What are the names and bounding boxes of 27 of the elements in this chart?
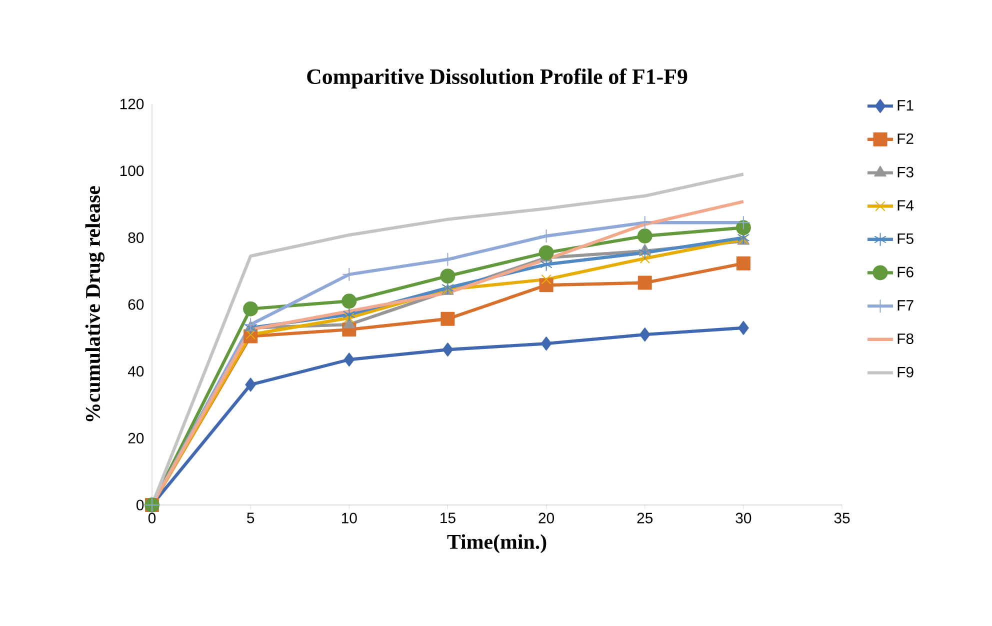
x-axis-title: Time(min.) xyxy=(447,534,546,554)
legend-label: F4 xyxy=(898,200,914,211)
legend-label: F2 xyxy=(898,133,914,144)
x-tick-label: 10 xyxy=(342,512,357,524)
legend-label: F7 xyxy=(898,300,914,310)
y-tick-label: 120 xyxy=(120,98,144,110)
y-tick-label: 100 xyxy=(120,166,144,176)
legend-label: F9 xyxy=(898,366,914,378)
legend-label: F6 xyxy=(898,266,914,278)
legend-label: F5 xyxy=(898,234,914,244)
y-tick-label: 40 xyxy=(128,366,144,377)
legend-label: F1 xyxy=(898,100,914,110)
y-tick-label: 80 xyxy=(128,232,144,243)
x-tick-label: 0 xyxy=(148,512,156,524)
x-tick-label: 25 xyxy=(637,512,653,524)
x-tick-label: 20 xyxy=(538,512,554,524)
x-tick-label: 5 xyxy=(247,512,254,524)
legend-label: F8 xyxy=(898,333,914,344)
legend-label: F3 xyxy=(898,166,914,178)
y-tick-label: 60 xyxy=(128,299,144,310)
x-tick-label: 15 xyxy=(440,512,456,524)
y-axis-title: %cumulative Drug release xyxy=(85,186,104,422)
y-tick-label: 20 xyxy=(128,432,144,444)
x-tick-label: 30 xyxy=(736,512,752,524)
x-tick-label: 35 xyxy=(834,512,850,524)
chart-title: Comparitive Dissolution Profile of F1-F9 xyxy=(307,68,688,89)
y-tick-label: 0 xyxy=(136,500,144,510)
